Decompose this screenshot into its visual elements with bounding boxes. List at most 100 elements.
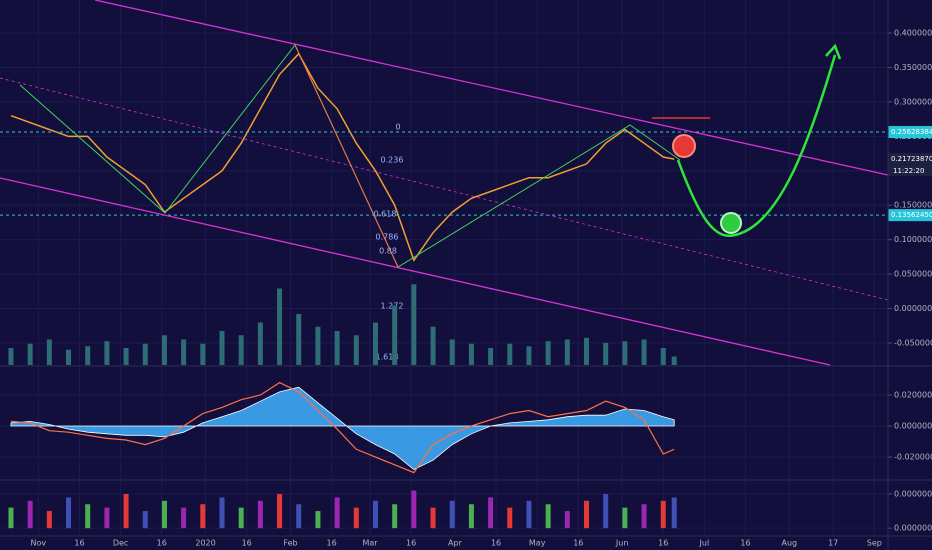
- bar: [123, 348, 129, 365]
- x-tick-label: Dec: [113, 539, 128, 548]
- bar: [200, 343, 206, 365]
- bar: [603, 493, 609, 529]
- bar: [622, 341, 628, 365]
- bar: [66, 497, 72, 529]
- y-tick-label: 0.30000000: [894, 97, 932, 106]
- x-tick-label: 16: [327, 539, 337, 548]
- y-tick-label: 0.10000000: [894, 235, 932, 244]
- fib-label: 0.236: [381, 156, 404, 165]
- fib-label: 0: [395, 123, 400, 132]
- y-tick-label: 0.00000000: [894, 304, 932, 313]
- bar: [315, 326, 321, 365]
- bar: [641, 504, 647, 529]
- x-tick-label: Aug: [782, 539, 798, 548]
- bar: [238, 507, 244, 529]
- bar: [411, 490, 417, 529]
- bar: [161, 335, 167, 365]
- x-tick-label: 16: [658, 539, 668, 548]
- macd-line: [10, 381, 675, 474]
- bar: [219, 331, 225, 365]
- bar: [603, 342, 609, 365]
- bar: [104, 341, 110, 365]
- bar: [181, 339, 187, 365]
- channel-mid: [0, 77, 889, 301]
- bar: [545, 504, 551, 529]
- bar: [27, 500, 33, 529]
- y-tick-label: 0.00000000: [894, 422, 932, 431]
- bar: [353, 335, 359, 365]
- y-tick-label: 0.00000000: [894, 524, 932, 533]
- bar: [123, 493, 129, 529]
- bar: [507, 343, 513, 365]
- bar: [200, 504, 206, 529]
- bar: [315, 511, 321, 529]
- bar: [584, 500, 590, 529]
- bar: [392, 305, 398, 365]
- x-tick-label: 16: [157, 539, 167, 548]
- bar: [449, 500, 455, 529]
- bar: [564, 339, 570, 365]
- fib-line: [294, 44, 399, 268]
- y-tick-label: 0.35000000: [894, 63, 932, 72]
- bar: [238, 335, 244, 365]
- bar: [142, 511, 148, 529]
- bar: [181, 507, 187, 529]
- countdown-badge: [888, 164, 932, 176]
- bar: [219, 497, 225, 529]
- bar: [27, 343, 33, 365]
- y-tick-label: 0.40000000: [894, 29, 932, 38]
- bar: [671, 497, 677, 529]
- bar: [66, 349, 72, 365]
- bar: [104, 507, 110, 529]
- x-tick-label: 16: [491, 539, 501, 548]
- x-tick-label: Apr: [448, 539, 463, 548]
- x-tick-label: Jun: [615, 539, 629, 548]
- bar: [526, 346, 532, 365]
- bar: [334, 331, 340, 365]
- bar: [142, 343, 148, 365]
- y-tick-label: 0.00000001: [894, 489, 932, 498]
- channel-upper: [94, 0, 889, 176]
- x-tick-label: 16: [74, 539, 84, 548]
- x-tick-label: Sep: [867, 539, 882, 548]
- bar: [660, 348, 666, 365]
- x-tick-label: Mar: [362, 539, 378, 548]
- price-badge-label: 0.25628384: [891, 128, 932, 136]
- bar: [671, 356, 677, 365]
- bar: [296, 504, 302, 529]
- bar: [660, 500, 666, 529]
- bar: [257, 500, 263, 529]
- bar: [430, 507, 436, 529]
- fib-label: 0.88: [379, 247, 397, 256]
- y-tick-label: -0.05000000: [894, 338, 932, 347]
- sell-circle: [672, 134, 696, 158]
- bar: [488, 348, 494, 365]
- price-badge: [888, 126, 932, 139]
- x-tick-label: 16: [242, 539, 252, 548]
- price-line: [10, 52, 675, 262]
- drawings: [0, 0, 889, 366]
- x-tick-label: 16: [740, 539, 750, 548]
- bar: [334, 497, 340, 529]
- bar: [372, 322, 378, 365]
- price-badge: [888, 209, 932, 222]
- projection-arrow: [825, 43, 842, 60]
- bar: [8, 507, 14, 529]
- bar: [468, 504, 474, 529]
- bar: [430, 326, 436, 365]
- bar: [622, 507, 628, 529]
- bar: [8, 348, 14, 365]
- bar: [411, 284, 417, 365]
- x-tick-label: May: [529, 539, 546, 548]
- bar: [488, 497, 494, 529]
- channel-lower: [0, 177, 831, 366]
- macd-histogram: [10, 386, 675, 470]
- buy-circle: [720, 212, 742, 234]
- x-tick-label: Jul: [699, 539, 710, 548]
- bar: [372, 500, 378, 529]
- price-badge: [888, 152, 932, 165]
- y-tick-label: 0.05000000: [894, 270, 932, 279]
- bar: [641, 339, 647, 365]
